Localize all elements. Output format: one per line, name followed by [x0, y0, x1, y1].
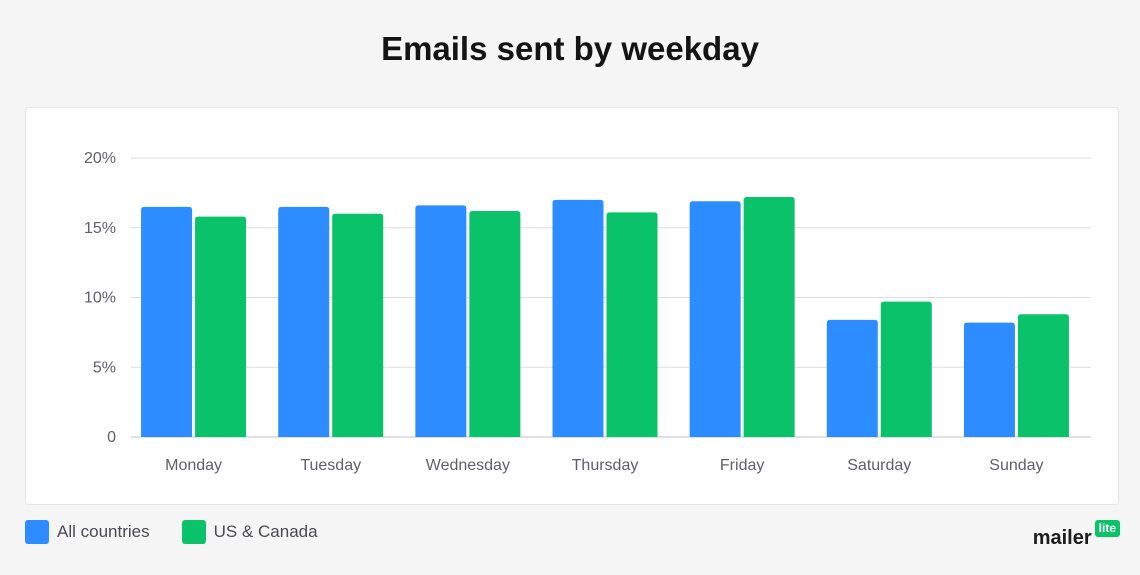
- bar-monday-us-canada: [195, 216, 247, 437]
- bar-thursday-us-canada: [606, 212, 658, 437]
- bar-friday-all-countries: [689, 201, 741, 437]
- legend-item-all-countries: All countries: [25, 520, 150, 544]
- bar-tuesday-us-canada: [332, 213, 384, 437]
- bar-friday-us-canada: [743, 197, 795, 437]
- mailerlite-logo: mailer lite: [1033, 520, 1120, 550]
- y-tick-label-20: 20%: [84, 150, 116, 167]
- brand-name: mailer: [1032, 527, 1092, 549]
- bar-thursday-all-countries: [552, 199, 604, 437]
- x-tick-label-wednesday: Wednesday: [426, 457, 510, 474]
- chart-card: 0 5% 10% 15% 20% Monday Tuesday Wednesday Thursd…: [25, 107, 1119, 505]
- bar-wednesday-us-canada: [469, 211, 521, 437]
- x-tick-label-tuesday: Tuesday: [300, 457, 361, 474]
- y-tick-label-0: 0: [107, 429, 116, 446]
- bar-tuesday-all-countries: [278, 206, 330, 437]
- x-tick-label-friday: Friday: [720, 457, 764, 474]
- y-tick-label-15: 15%: [84, 220, 116, 237]
- x-tick-label-monday: Monday: [165, 457, 222, 474]
- legend-item-us-canada: US & Canada: [181, 520, 318, 544]
- bar-sunday-all-countries: [963, 322, 1015, 437]
- bar-wednesday-all-countries: [415, 205, 467, 437]
- bar-saturday-us-canada: [880, 301, 932, 437]
- bar-sunday-us-canada: [1017, 314, 1069, 437]
- bar-saturday-all-countries: [826, 319, 878, 437]
- legend-label-us-canada: US & Canada: [213, 522, 318, 541]
- chart-legend: All countries US & Canada: [25, 520, 350, 544]
- x-tick-label-saturday: Saturday: [847, 457, 911, 474]
- x-tick-label-sunday: Sunday: [989, 457, 1043, 474]
- x-tick-label-thursday: Thursday: [572, 457, 639, 474]
- y-tick-label-5: 5%: [93, 359, 116, 376]
- bar-chart: 0 5% 10% 15% 20% Monday Tuesday Wednesday Thursd…: [84, 150, 1091, 474]
- brand-badge: lite: [1094, 520, 1120, 537]
- chart-title: Emails sent by weekday: [381, 30, 759, 67]
- y-tick-label-10: 10%: [84, 290, 116, 307]
- legend-label-all-countries: All countries: [57, 522, 150, 541]
- legend-swatch-all-countries: [25, 520, 49, 544]
- bar-monday-all-countries: [141, 206, 193, 437]
- legend-swatch-us-canada: [181, 520, 206, 544]
